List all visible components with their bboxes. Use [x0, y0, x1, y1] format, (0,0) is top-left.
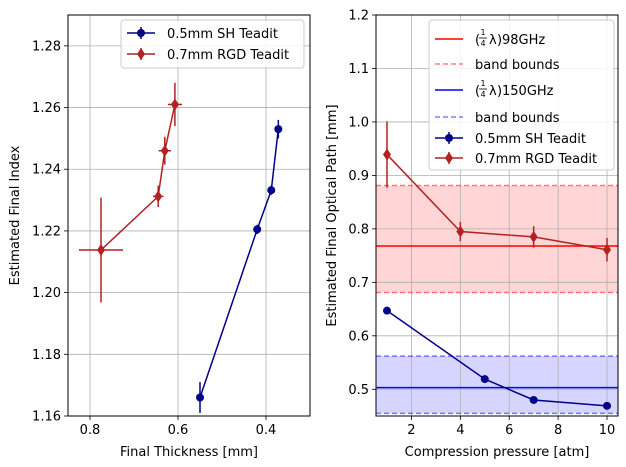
left-y-tick-label: 1.16 [32, 410, 61, 425]
left-ticks: 0.8 0.6 0.4 1.16 1.18 1.20 1.22 1.24 1.26 1.28 [32, 39, 276, 438]
right-rgd-line [386, 154, 608, 251]
right-axes-frame [375, 14, 619, 417]
fraction-open-paren: ( [475, 84, 480, 99]
right-legend-rgd-label: 0.7mm RGD Teadit [475, 152, 597, 167]
right-legend-rgd-marker [445, 152, 453, 164]
left-legend-rgd-label: 0.7mm RGD Teadit [167, 48, 289, 63]
left-y-tick-label: 1.18 [32, 348, 61, 363]
left-sh-line [199, 129, 280, 398]
fraction-denominator: 4 [480, 39, 485, 48]
left-chart-panel: 0.8 0.6 0.4 1.16 1.18 1.20 1.22 1.24 1.26 1.28 Fi… [8, 14, 311, 460]
right-rgd-point [456, 225, 465, 238]
right-y-tick-label: 1.2 [348, 9, 369, 24]
fraction-close-paren: ) [497, 33, 502, 48]
left-sh-point [253, 225, 262, 234]
right-legend-sh-marker [445, 134, 453, 142]
right-sh-point [603, 401, 611, 410]
right-legend-blue-bounds-label: band bounds [475, 111, 560, 126]
right-rgd-point [383, 148, 391, 161]
left-rgd-point [154, 190, 163, 203]
left-y-tick-label: 1.20 [32, 286, 61, 301]
right-y-tick-label: 0.7 [348, 276, 369, 291]
right-rgd-point [529, 230, 538, 243]
right-rgd-point [603, 243, 611, 256]
fraction-numerator: 1 [480, 79, 485, 88]
fraction-lambda: λ [489, 33, 497, 48]
right-x-tick-label: 2 [407, 423, 415, 438]
right-chart-panel: 2 4 6 8 10 0.5 0.6 0.7 0.8 0.9 1.0 1.1 1.2 Compressi… [325, 9, 619, 460]
right-sh-point [529, 395, 538, 404]
right-x-tick-label: 4 [456, 423, 464, 438]
right-legend-98ghz-label: 98GHz [502, 33, 545, 48]
left-sh-point [196, 393, 204, 402]
left-legend: 0.5mm SH Teadit 0.7mm RGD Teadit [120, 19, 305, 69]
left-rgd-line [100, 104, 176, 251]
left-sh-point [267, 186, 276, 195]
left-y-tick-label: 1.26 [32, 101, 61, 116]
right-legend: ( 1 4 λ ) 98GHz band bounds ( 1 4 λ ) 15… [428, 19, 615, 171]
left-y-tick-label: 1.24 [32, 163, 61, 178]
left-rgd-point [160, 144, 169, 157]
left-rgd-point [97, 244, 105, 257]
left-legend-box [120, 19, 305, 69]
left-legend-sh-label: 0.5mm SH Teadit [167, 27, 278, 42]
right-y-tick-label: 0.5 [348, 383, 369, 398]
left-y-axis-label: Estimated Final Index [8, 145, 23, 285]
left-legend-sh-marker [137, 29, 145, 37]
left-data-marks [79, 82, 283, 413]
fraction-lambda: λ [489, 84, 497, 99]
right-band-98ghz-fill [376, 185, 618, 293]
right-legend-150ghz-label: 150GHz [502, 84, 554, 99]
right-sh-line [386, 310, 608, 407]
right-x-axis-label: Compression pressure [atm] [405, 445, 590, 460]
right-y-tick-label: 1.1 [348, 62, 369, 77]
right-y-tick-label: 0.8 [348, 222, 369, 237]
left-x-tick-label: 0.4 [256, 423, 277, 438]
right-x-tick-label: 8 [554, 423, 562, 438]
left-axes-frame [67, 14, 311, 417]
right-y-tick-label: 1.0 [348, 115, 369, 130]
left-x-axis-label: Final Thickness [mm] [120, 445, 258, 460]
right-data-marks [383, 121, 611, 410]
left-rgd-point [170, 98, 179, 111]
right-legend-98ghz-fraction: ( 1 4 λ ) [475, 28, 502, 48]
right-legend-box [428, 19, 615, 171]
right-y-tick-label: 0.6 [348, 329, 369, 344]
right-legend-red-bounds-label: band bounds [475, 58, 560, 73]
right-sh-point [480, 375, 489, 384]
left-y-tick-label: 1.28 [32, 39, 61, 54]
left-x-tick-label: 0.8 [80, 423, 101, 438]
left-sh-point [274, 125, 283, 134]
right-x-tick-label: 6 [505, 423, 513, 438]
left-x-tick-label: 0.6 [168, 423, 189, 438]
left-legend-rgd-marker [137, 48, 145, 60]
right-legend-sh-label: 0.5mm SH Teadit [475, 132, 586, 147]
right-y-axis-label: Estimated Final Optical Path [mm] [325, 104, 340, 326]
right-y-tick-label: 0.9 [348, 169, 369, 184]
left-y-tick-label: 1.22 [32, 224, 61, 239]
fraction-denominator: 4 [480, 90, 485, 99]
right-legend-150ghz-fraction: ( 1 4 λ ) [475, 79, 502, 99]
right-band-lines [376, 184, 618, 415]
fraction-numerator: 1 [480, 28, 485, 37]
right-x-tick-label: 10 [599, 423, 616, 438]
right-sh-point [383, 306, 391, 315]
fraction-open-paren: ( [475, 33, 480, 48]
fraction-close-paren: ) [497, 84, 502, 99]
right-ticks: 2 4 6 8 10 0.5 0.6 0.7 0.8 0.9 1.0 1.1 1.2 [348, 9, 615, 439]
